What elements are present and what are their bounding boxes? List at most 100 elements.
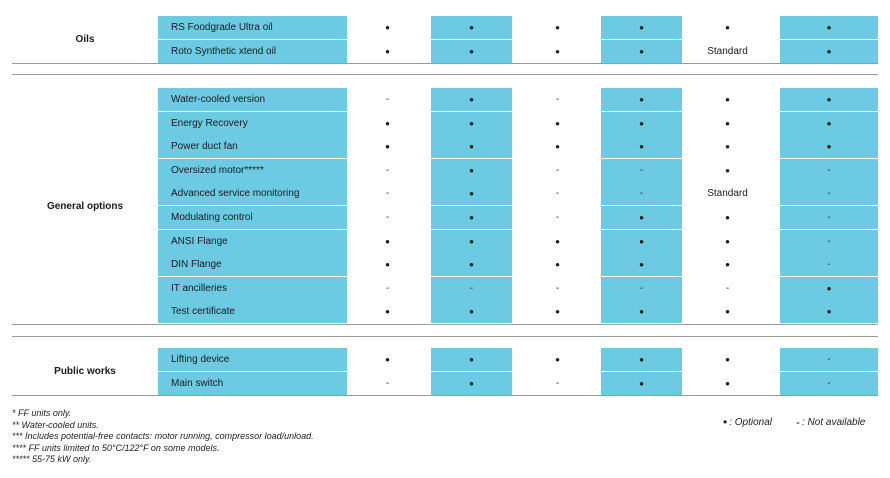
availability-cell: • [431, 206, 512, 229]
availability-cell: • [431, 135, 512, 159]
row-divider [158, 276, 878, 278]
row-divider [158, 134, 878, 136]
not-available-mark: - [827, 164, 831, 176]
availability-cell: • [601, 229, 682, 253]
availability-cell: - [517, 182, 598, 205]
row-divider [158, 111, 878, 112]
optional-mark: • [385, 139, 390, 155]
optional-mark: • [725, 233, 730, 249]
availability-cell: • [601, 371, 682, 395]
availability-cell: • [347, 348, 428, 371]
optional-mark: • [639, 92, 644, 107]
optional-mark: • [725, 210, 730, 225]
not-available-mark: - [827, 259, 831, 271]
optional-mark: • [639, 20, 644, 35]
availability-cell: - [780, 182, 878, 206]
optional-mark: • [639, 304, 644, 320]
availability-cell: • [347, 16, 428, 39]
availability-cell: • [431, 371, 512, 395]
table-row: Water-cooled version - • - • • • [158, 88, 878, 111]
availability-cell: - [780, 253, 878, 277]
option-name: RS Foodgrade Ultra oil [158, 16, 347, 39]
section-label: General options [46, 200, 124, 212]
option-name: Main switch [158, 371, 347, 395]
availability-cell: • [687, 112, 768, 135]
table-row: Lifting device • • • • • - [158, 348, 878, 371]
availability-cell: • [780, 300, 878, 324]
not-available-mark: - [555, 212, 560, 223]
not-available-mark: - [385, 164, 390, 176]
availability-cell: • [431, 88, 512, 111]
optional-mark: • [555, 20, 560, 35]
optional-mark: • [555, 43, 560, 59]
optional-mark: • [555, 139, 560, 155]
optional-mark: • [826, 139, 832, 155]
optional-mark: • [639, 115, 644, 131]
not-available-mark: - [827, 377, 831, 389]
table-row: Main switch - • - • • - [158, 371, 878, 395]
optional-mark: • [639, 43, 644, 59]
section-divider [12, 63, 878, 64]
optional-mark: • [725, 375, 730, 391]
availability-cell: - [517, 372, 598, 395]
optional-mark: • [639, 257, 644, 273]
optional-mark: • [725, 20, 730, 35]
table-row: Power duct fan • • • • • • [158, 135, 878, 159]
availability-cell: • [687, 372, 768, 395]
optional-mark: • [385, 352, 390, 367]
option-name: IT ancilleries [158, 276, 347, 300]
footnote: ***** 55-75 kW only. [12, 454, 92, 464]
availability-cell: • [431, 229, 512, 253]
optional-mark: • [639, 375, 644, 391]
section-label: Public works [54, 366, 116, 378]
availability-cell: - [601, 276, 682, 300]
availability-cell: • [517, 40, 598, 63]
availability-cell: - [601, 158, 682, 182]
section-divider [12, 395, 878, 396]
optional-mark: • [469, 162, 474, 178]
availability-cell: • [687, 88, 768, 111]
not-available-mark: - [639, 282, 644, 294]
not-available-mark: - [639, 164, 644, 176]
optional-mark: • [469, 43, 474, 59]
availability-cell: - [431, 276, 512, 300]
optional-mark: • [469, 375, 474, 391]
optional-mark: • [639, 233, 644, 249]
table-row: IT ancilleries - - - - - • [158, 276, 878, 300]
not-available-mark: - [385, 282, 390, 294]
availability-cell: - [347, 372, 428, 395]
availability-cell: • [687, 230, 768, 253]
optional-mark: • [725, 139, 730, 155]
optional-mark: • [826, 92, 832, 107]
optional-mark: • [469, 186, 474, 202]
optional-mark: • [555, 352, 560, 367]
availability-cell: • [601, 88, 682, 111]
table-row: Oversized motor***** - • - - • - [158, 158, 878, 182]
option-name: ANSI Flange [158, 229, 347, 253]
optional-mark: • [725, 304, 730, 320]
availability-cell: • [431, 111, 512, 135]
optional-mark: • [725, 162, 730, 178]
table-row: Roto Synthetic xtend oil • • • • Standard • [158, 39, 878, 63]
availability-cell: • [431, 348, 512, 371]
availability-cell: • [517, 16, 598, 39]
footnote: * FF units only. [12, 408, 72, 418]
section-divider [12, 324, 878, 325]
optional-mark: • [725, 92, 730, 107]
option-name: Test certificate [158, 300, 347, 324]
optional-mark: • [555, 115, 560, 131]
availability-cell: - [687, 277, 768, 300]
not-available-mark: - [469, 282, 474, 294]
option-name: Advanced service monitoring [158, 182, 347, 206]
availability-cell: • [687, 159, 768, 182]
not-available-mark: - [639, 188, 644, 200]
availability-cell: • [431, 158, 512, 182]
not-available-mark: - [555, 282, 560, 294]
availability-cell: • [780, 39, 878, 63]
optional-mark: • [826, 280, 832, 296]
optional-mark: • [385, 115, 390, 131]
availability-cell: • [347, 112, 428, 135]
availability-cell: • [687, 300, 768, 323]
not-available-mark: - [725, 282, 730, 294]
availability-cell: • [431, 39, 512, 63]
